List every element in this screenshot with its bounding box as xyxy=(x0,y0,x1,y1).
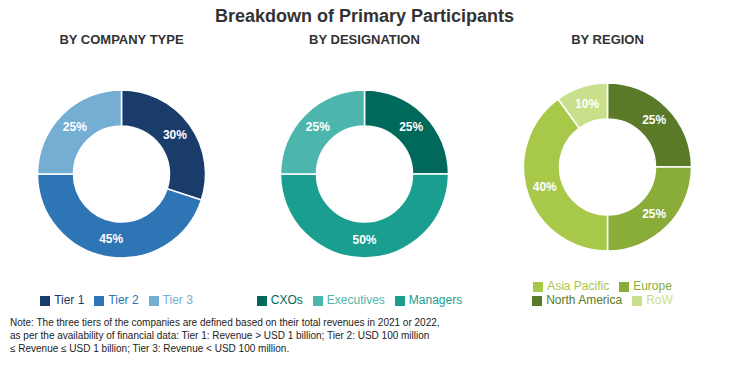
html-text:RoW: RoW xyxy=(646,293,673,307)
html-text:Tier 3: Tier 3 xyxy=(162,293,193,307)
html-text:Europe: Europe xyxy=(633,279,672,293)
html-text:Tier 2: Tier 2 xyxy=(108,293,139,307)
html-text:North America: North America xyxy=(546,293,623,307)
svg-text:50%: 50% xyxy=(352,233,376,247)
svg-text:30%: 30% xyxy=(163,128,187,142)
html-text:Asia Pacific: Asia Pacific xyxy=(547,279,610,293)
html-text:BY REGION: BY REGION xyxy=(571,32,644,47)
svg-text:40%: 40% xyxy=(533,180,557,194)
svg-text:25%: 25% xyxy=(642,207,666,221)
svg-text:25%: 25% xyxy=(306,120,330,134)
html-text:Executives: Executives xyxy=(326,293,385,307)
html-text:BY DESIGNATION: BY DESIGNATION xyxy=(309,32,420,47)
svg-text:10%: 10% xyxy=(575,97,599,111)
html-text:BY COMPANY TYPE: BY COMPANY TYPE xyxy=(59,32,184,47)
html-text:CXOs: CXOs xyxy=(270,293,303,307)
html-text:as per the availability of fin: as per the availability of financial dat… xyxy=(10,330,430,341)
svg-text:45%: 45% xyxy=(99,232,123,246)
html-text:Note: The three tiers of the c: Note: The three tiers of the companies a… xyxy=(10,317,440,328)
html-text:Managers: Managers xyxy=(408,293,463,307)
html-text:Breakdown of Primary Participa: Breakdown of Primary Participants xyxy=(215,6,514,26)
svg-text:25%: 25% xyxy=(642,113,666,127)
html-text:≤ Revenue ≤ USD 1 billion; Tie: ≤ Revenue ≤ USD 1 billion; Tier 3: Reven… xyxy=(10,343,290,354)
svg-text:25%: 25% xyxy=(399,120,423,134)
html-text:Tier 1: Tier 1 xyxy=(54,293,85,307)
svg-text:25%: 25% xyxy=(63,120,87,134)
